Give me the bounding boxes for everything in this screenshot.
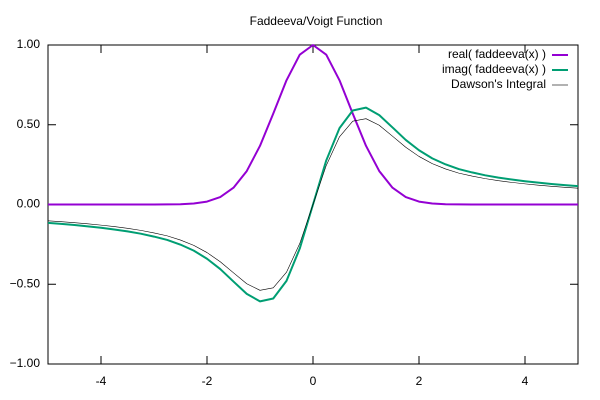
chart-title: Faddeeva/Voigt Function [250, 14, 383, 28]
x-tick-label: 4 [522, 374, 529, 388]
series-line [48, 44, 578, 206]
x-tick-label: 0 [310, 374, 317, 388]
legend-label: Dawson's Integral [451, 77, 546, 91]
x-tick-label: -4 [96, 374, 107, 388]
series-line [47, 118, 579, 291]
legend-label: imag( faddeeva(x) ) [442, 62, 546, 76]
y-tick-label: 1.00 [17, 37, 41, 51]
legend-label: real( faddeeva(x) ) [448, 47, 546, 61]
y-tick-label: −1.00 [10, 356, 41, 370]
y-tick-label: 0.50 [17, 117, 41, 131]
y-tick-label: −0.50 [10, 276, 41, 290]
y-tick-label: 0.00 [17, 197, 41, 211]
x-tick-label: -2 [202, 374, 213, 388]
x-tick-label: 2 [416, 374, 423, 388]
